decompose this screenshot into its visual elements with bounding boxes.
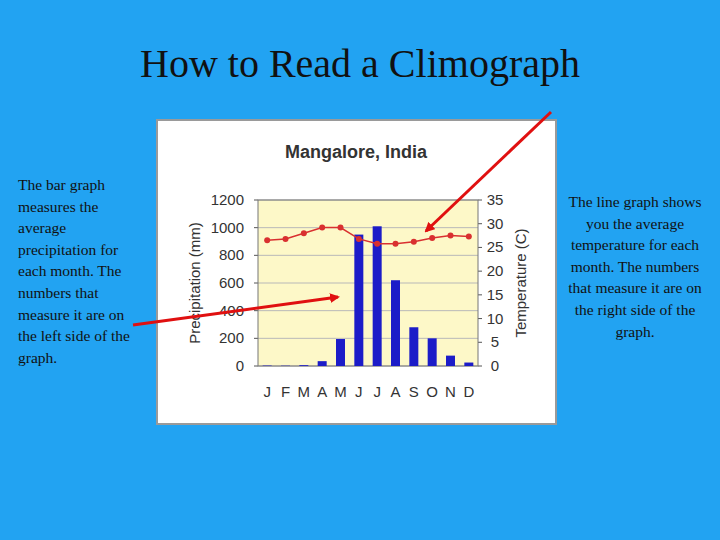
x-tick-label: O xyxy=(426,383,438,400)
bar xyxy=(446,356,455,366)
x-tick-label: A xyxy=(390,383,400,400)
tick-mark xyxy=(478,294,482,295)
y2-tick-label: 20 xyxy=(487,262,504,279)
x-tick-label: M xyxy=(334,383,347,400)
arrow xyxy=(133,297,338,325)
tick-mark xyxy=(254,200,258,201)
bar xyxy=(354,235,363,366)
marker xyxy=(301,230,307,236)
bar xyxy=(318,361,327,366)
x-tick-label: M xyxy=(298,383,311,400)
x-tick-label: S xyxy=(409,383,419,400)
grid-line xyxy=(258,310,478,311)
y-tick-label: 1200 xyxy=(211,191,244,208)
bar xyxy=(428,338,437,366)
tick-mark xyxy=(254,283,258,284)
chart: Mangalore, India020040060080010001200051… xyxy=(0,0,720,540)
x-tick-label: F xyxy=(281,383,290,400)
y2-tick-label: 10 xyxy=(487,310,504,327)
right-text: The line graph shows you the average tem… xyxy=(562,191,708,342)
bar xyxy=(281,365,290,366)
y-tick-label: 0 xyxy=(236,357,244,374)
tick-mark xyxy=(254,255,258,256)
marker xyxy=(319,225,325,231)
y2-tick-label: 35 xyxy=(487,191,504,208)
tick-mark xyxy=(478,366,482,367)
marker xyxy=(264,237,270,243)
y-tick-label: 800 xyxy=(219,246,244,263)
marker xyxy=(374,241,380,247)
chart-title: Mangalore, India xyxy=(285,142,428,162)
x-tick-label: J xyxy=(355,383,363,400)
x-tick-label: D xyxy=(463,383,474,400)
arrow xyxy=(426,112,551,231)
marker xyxy=(448,233,454,239)
tick-mark xyxy=(478,271,482,272)
grid-line xyxy=(258,338,478,339)
y-tick-label: 600 xyxy=(219,274,244,291)
x-tick-label: J xyxy=(373,383,381,400)
grid-line xyxy=(258,255,478,256)
line xyxy=(267,228,469,244)
left-text: The bar graph measures the average preci… xyxy=(18,174,142,368)
tick-mark xyxy=(478,318,482,319)
y2-tick-label: 30 xyxy=(487,215,504,232)
bar xyxy=(464,363,473,366)
tick-mark xyxy=(254,338,258,339)
marker xyxy=(429,235,435,241)
marker xyxy=(338,225,344,231)
marker xyxy=(356,236,362,242)
bar xyxy=(373,226,382,366)
x-tick-label: J xyxy=(263,383,271,400)
bar xyxy=(409,327,418,366)
tick-mark xyxy=(478,200,482,201)
y-tick-label: 200 xyxy=(219,329,244,346)
x-tick-label: N xyxy=(445,383,456,400)
grid-line xyxy=(258,283,478,284)
marks xyxy=(263,225,474,366)
grid-line xyxy=(258,227,478,228)
y2-tick-label: 25 xyxy=(487,238,504,255)
y-tick-label: 1000 xyxy=(211,219,244,236)
tick-mark xyxy=(478,247,482,248)
tick-mark xyxy=(478,342,482,343)
tick-mark xyxy=(254,227,258,228)
x-tick-label: A xyxy=(317,383,327,400)
y2-tick-label: 5 xyxy=(491,333,499,350)
tick-mark xyxy=(254,366,258,367)
marker xyxy=(393,241,399,247)
bar xyxy=(391,280,400,366)
y2-tick-label: 15 xyxy=(487,286,504,303)
bar xyxy=(336,339,345,366)
y2-tick-label: 0 xyxy=(491,357,499,374)
marker xyxy=(411,239,417,245)
slide-title: How to Read a Climograph xyxy=(0,40,720,87)
marker xyxy=(466,234,472,240)
bar xyxy=(263,365,272,366)
tick-mark xyxy=(254,310,258,311)
marker xyxy=(283,236,289,242)
tick-mark xyxy=(478,223,482,224)
y-axis-label: Precipitation (mm) xyxy=(186,222,203,344)
y2-axis-label: Temperature (C) xyxy=(512,228,529,337)
plot-frame xyxy=(258,200,478,366)
plot-area xyxy=(258,200,478,366)
bar xyxy=(299,365,308,366)
